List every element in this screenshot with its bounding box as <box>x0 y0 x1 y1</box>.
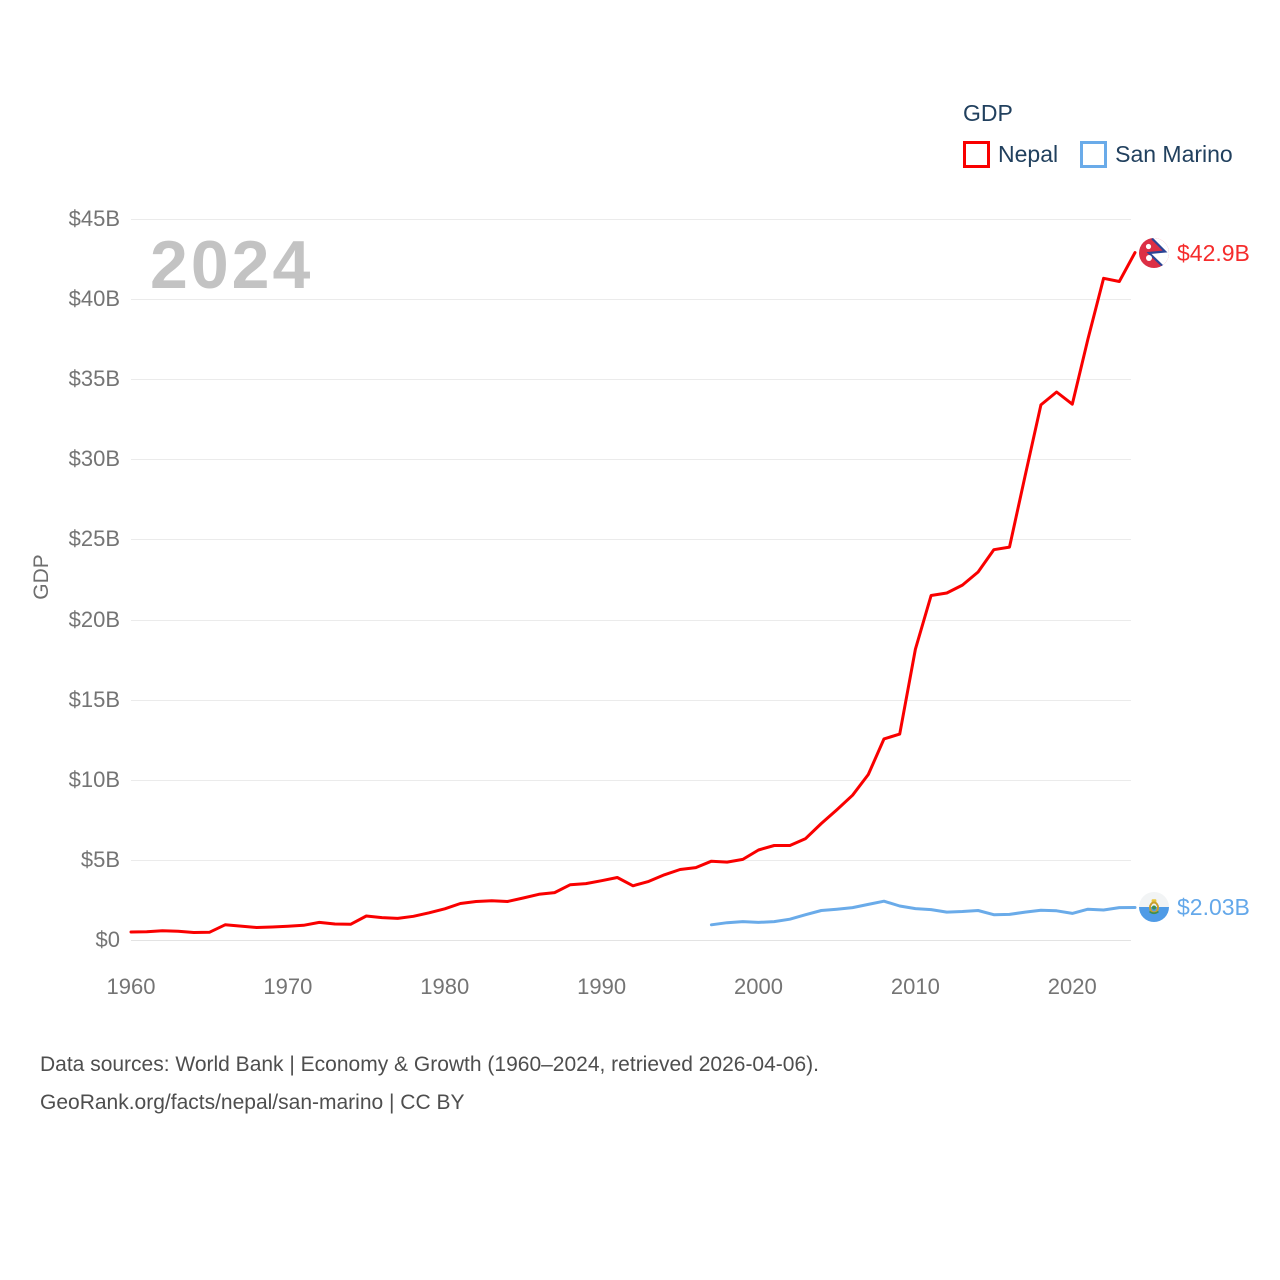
y-axis-tick-label: $0 <box>95 927 120 952</box>
san-marino-flag-icon <box>1139 892 1169 923</box>
nepal-flag-icon <box>1139 237 1169 268</box>
x-axis-tick-label: 2000 <box>734 974 783 999</box>
y-axis-tick-label: $35B <box>68 366 120 392</box>
nepal-end-value-label: $42.9B <box>1177 239 1250 266</box>
y-axis-tick-label: $25B <box>68 526 120 552</box>
nepal-line[interactable] <box>129 251 1137 934</box>
x-axis-tick-label: 1970 <box>263 974 313 999</box>
y-axis-tick-label: $45B <box>68 206 120 231</box>
san-marino-line[interactable] <box>709 899 1137 927</box>
y-axis-title: GDP <box>30 554 53 600</box>
x-axis-tick-label: 1980 <box>420 974 470 999</box>
legend-label-san-marino: San Marino <box>1115 141 1233 167</box>
x-axis-tick-label: 1960 <box>106 974 156 999</box>
chart-legend: GDP Nepal San Marino <box>963 100 1233 168</box>
y-axis-tick-label: $40B <box>68 286 120 312</box>
y-axis-tick-label: $20B <box>68 606 120 632</box>
attribution-line-1: Data sources: World Bank | Economy & Gro… <box>40 1053 819 1076</box>
nepal-series-swatch <box>963 141 990 168</box>
san-marino-end-value-label: $2.03B <box>1177 894 1250 921</box>
legend-title: GDP <box>963 100 1013 126</box>
year-watermark: 2024 <box>150 227 314 303</box>
y-axis-tick-label: $10B <box>68 766 120 792</box>
legend-item-nepal[interactable]: Nepal <box>963 141 1058 168</box>
x-axis-tick-label: 2020 <box>1047 974 1097 999</box>
x-axis-tick-label: 1990 <box>577 974 627 999</box>
san-marino-series-swatch <box>1080 141 1108 168</box>
attribution-line-2: GeoRank.org/facts/nepal/san-marino | CC … <box>40 1091 465 1114</box>
y-axis-tick-label: $5B <box>80 846 120 872</box>
data-source-attribution: Data sources: World Bank | Economy & Gro… <box>40 1046 819 1122</box>
y-axis-tick-label: $15B <box>68 686 120 712</box>
legend-item-san-marino[interactable]: San Marino <box>1080 141 1233 168</box>
x-axis-tick-label: 2010 <box>890 974 940 999</box>
y-axis-tick-label: $30B <box>68 446 120 472</box>
legend-label-nepal: Nepal <box>998 141 1059 167</box>
